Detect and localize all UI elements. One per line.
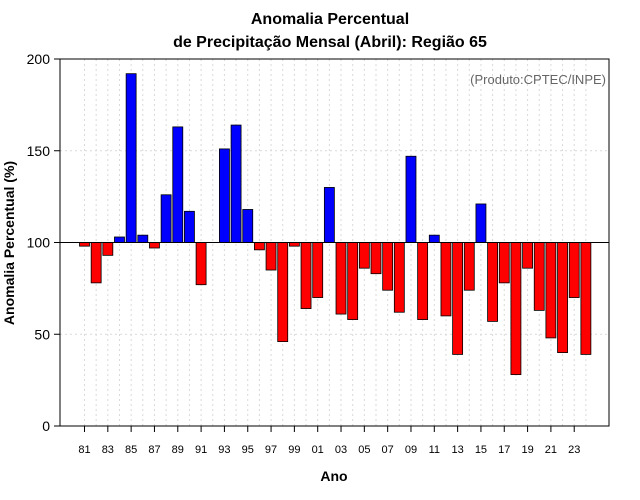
y-axis: 0 50 100 150 200 [27,51,60,434]
bar-82 [90,242,102,284]
bar-83 [102,242,114,256]
y-tick-label-1: 50 [34,326,50,342]
x-tick-label-8: 97 [265,444,277,456]
x-tick-label-2: 85 [125,444,137,456]
x-tick-label-1: 83 [102,444,114,456]
x-tick-label-3: 87 [148,444,160,456]
bar-03 [335,242,347,315]
x-tick-label-4: 89 [172,444,184,456]
bar-85 [125,73,137,243]
x-tick-label-14: 09 [405,444,417,456]
y-axis-label: Anomalia Percentual (%) [1,161,17,325]
bar-98 [277,242,289,342]
x-tick-label-11: 03 [335,444,347,456]
bar-06 [370,242,382,275]
bar-10 [417,242,429,320]
bar-21 [545,242,557,339]
bar-02 [323,187,335,243]
y-tick-label-0: 0 [42,418,50,434]
bar-01 [312,242,324,298]
bar-97 [265,242,277,271]
bar-19 [522,242,533,269]
bar-91 [195,242,207,286]
bar-96 [253,242,265,251]
credit-text: (Produto:CPTEC/INPE) [470,72,606,87]
bar-95 [242,209,254,243]
bar-87 [149,242,160,249]
x-tick-label-18: 17 [498,444,510,456]
bar-16 [487,242,499,322]
bar-14 [463,242,475,291]
bar-94 [230,124,242,243]
x-tick-label-0: 81 [78,444,90,456]
x-tick-label-13: 07 [382,444,394,456]
bar-20 [533,242,545,311]
bar-00 [300,242,312,309]
chart-title-line2: de Precipitação Mensal (Abril): Região 6… [173,34,487,51]
bar-86 [137,234,149,243]
bar-90 [184,210,195,243]
bar-11 [428,234,440,243]
bar-84 [114,236,125,243]
x-tick-label-19: 19 [521,444,533,456]
bars [79,73,592,376]
bar-17 [498,242,510,284]
x-tick-label-12: 05 [358,444,370,456]
x-axis-label: Ano [320,468,347,484]
x-tick-label-21: 23 [568,444,580,456]
x-tick-label-20: 21 [545,444,557,456]
bar-15 [475,203,487,243]
bar-89 [172,126,184,243]
bar-24 [580,242,592,355]
bar-23 [568,242,580,298]
bar-05 [358,242,370,269]
bar-04 [347,242,359,320]
y-tick-label-2: 100 [27,235,51,251]
grid [60,59,609,426]
bar-81 [79,242,90,247]
x-tick-label-5: 91 [195,444,207,456]
x-tick-label-15: 11 [429,444,440,456]
bar-13 [452,242,464,355]
bar-88 [160,194,172,243]
x-tick-label-16: 13 [451,444,463,456]
bar-12 [440,242,452,317]
y-tick-label-3: 150 [27,143,51,159]
bar-09 [405,155,417,243]
x-tick-label-9: 99 [288,444,300,456]
x-tick-label-17: 15 [475,444,487,456]
bar-22 [557,242,568,353]
y-tick-label-4: 200 [27,51,51,67]
bar-18 [510,242,522,376]
bar-07 [382,242,394,291]
x-tick-label-10: 01 [312,444,324,456]
bar-99 [288,242,300,247]
x-axis: 81 83 85 87 89 91 93 95 97 99 01 03 05 07 09 11 13 15 17 19… [78,426,580,456]
bar-93 [219,148,230,243]
chart-title-line1: Anomalia Percentual [251,11,409,28]
x-tick-label-7: 95 [242,444,254,456]
x-tick-label-6: 93 [218,444,230,456]
bar-08 [393,242,405,313]
